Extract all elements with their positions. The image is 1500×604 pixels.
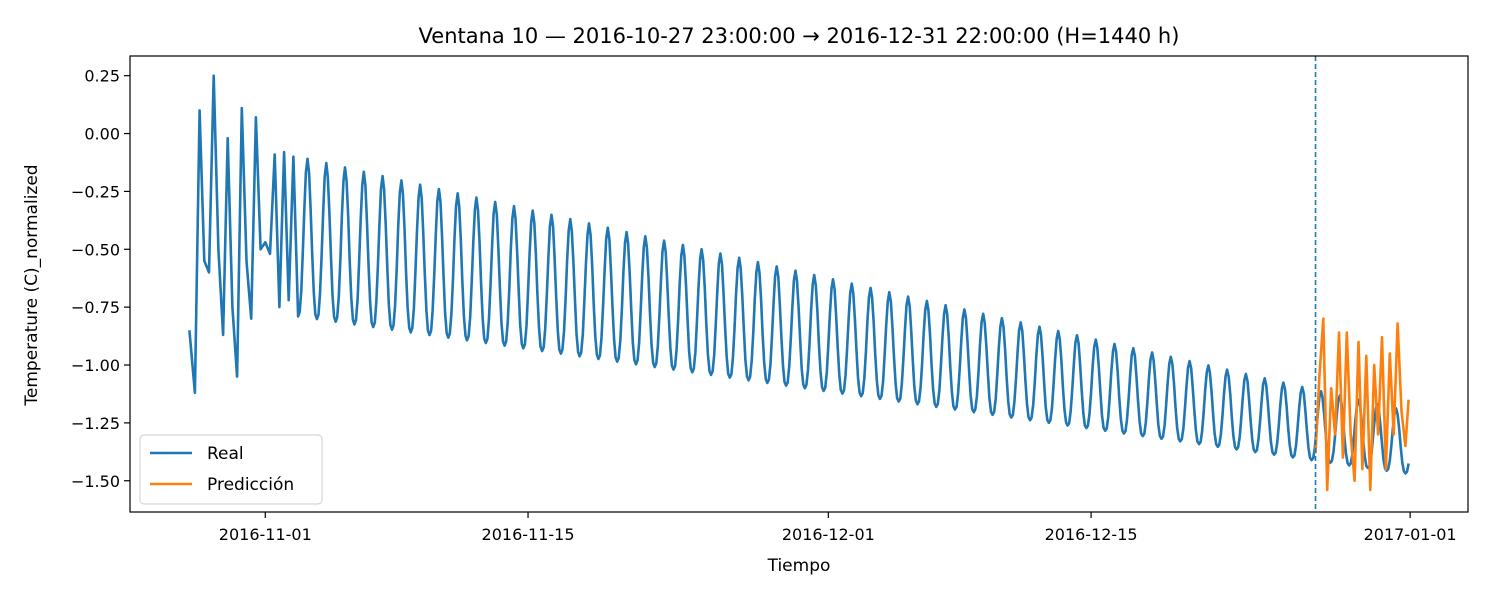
y-axis-label: Temperature (C)_normalized (22, 164, 42, 406)
y-tick-label: 0.25 (84, 67, 120, 86)
y-tick-label: −0.25 (71, 182, 120, 201)
x-tick-label: 2016-11-15 (482, 525, 575, 544)
plot-area (188, 56, 1410, 512)
series-line-real (188, 74, 1410, 475)
y-tick-label: −0.50 (71, 240, 120, 259)
x-tick-label: 2016-11-01 (219, 525, 312, 544)
legend-label: Real (207, 444, 244, 464)
y-tick-label: −1.50 (71, 472, 120, 491)
chart-title: Ventana 10 — 2016-10-27 23:00:00 → 2016-… (419, 24, 1180, 48)
plot-frame (129, 55, 1469, 513)
y-tick-label: −1.00 (71, 356, 120, 375)
legend: Real Predicción (139, 434, 323, 505)
x-axis-label: Tiempo (767, 556, 831, 576)
y-tick-label: −1.25 (71, 414, 120, 433)
legend-label: Predicción (207, 475, 294, 495)
y-tick-label: 0.00 (84, 125, 120, 144)
series-line-prediccion (1314, 317, 1410, 492)
x-tick-label: 2016-12-15 (1045, 525, 1138, 544)
x-tick-label: 2017-01-01 (1364, 525, 1457, 544)
y-tick-label: −0.75 (71, 298, 120, 317)
x-tick-label: 2016-12-01 (782, 525, 875, 544)
axes: 0.25 0.00 −0.25 −0.50 −0.75 −1.00 −1.25 −1.50 20… (71, 55, 1469, 544)
